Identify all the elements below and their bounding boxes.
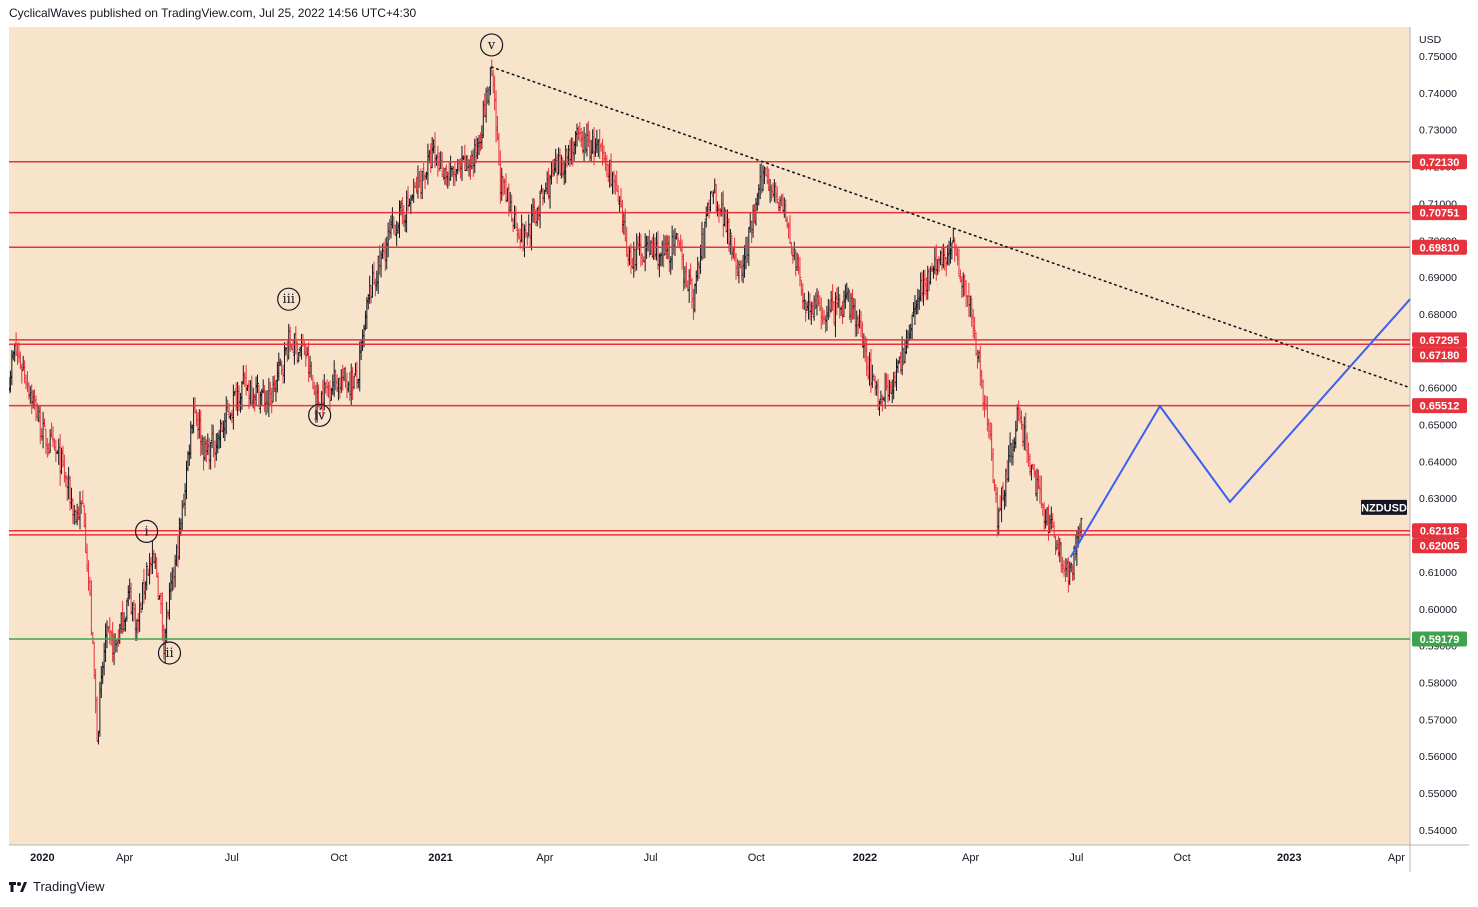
price-level-tag-text: 0.72130 — [1420, 157, 1460, 169]
price-level-tag-text: 0.62118 — [1420, 526, 1459, 538]
currency-label: USD — [1419, 34, 1442, 46]
price-tick-label: 0.66000 — [1419, 383, 1457, 395]
price-level-tag-box — [1412, 332, 1467, 348]
time-tick-label: Oct — [330, 852, 347, 864]
price-level-tag-text: 0.59179 — [1420, 634, 1460, 646]
price-tick-label: 0.57000 — [1419, 714, 1457, 726]
price-tick-label: 0.58000 — [1419, 678, 1457, 690]
price-tick-label: 0.73000 — [1419, 125, 1457, 137]
symbol-tag-text: NZDUSD — [1361, 502, 1407, 514]
time-axis-ticks: 2020 Apr Jul Oct 2021 Apr Jul Oct 2022 Apr Jul Oct 2… — [30, 852, 1405, 864]
price-level-tags: 0.72130 0.70751 0.69810 0.67295 0.67180 0.655… — [1412, 154, 1467, 647]
price-tick-label: 0.64000 — [1419, 456, 1457, 468]
price-level-tag-box — [1412, 538, 1467, 554]
price-tick-label: 0.60000 — [1419, 604, 1457, 616]
candlestick-series — [9, 59, 1083, 745]
time-tick-label: Jul — [225, 852, 239, 864]
horizontal-levels — [9, 161, 1410, 640]
footer: TradingView — [9, 879, 105, 894]
symbol-price-tag: NZDUSD — [1361, 499, 1407, 515]
wave-label-circle — [134, 519, 159, 543]
symbol-tag-box — [1361, 499, 1407, 515]
price-level-tag-box — [1412, 347, 1467, 363]
projection-layer — [1069, 298, 1411, 558]
price-tick-label: 0.55000 — [1419, 788, 1457, 800]
tradingview-logo-icon[interactable] — [9, 880, 27, 894]
price-tick-label: 0.63000 — [1419, 493, 1457, 505]
time-tick-label: Jul — [1069, 852, 1083, 864]
time-tick-label: 2021 — [428, 852, 452, 864]
price-level-tag-text: 0.69810 — [1420, 242, 1460, 254]
time-tick-label: Apr — [962, 852, 979, 864]
publish-header: CyclicalWaves published on TradingView.c… — [9, 6, 417, 20]
price-tick-label: 0.68000 — [1419, 309, 1457, 321]
wave-label-circle — [480, 33, 504, 57]
wave-label-text: ii — [165, 646, 173, 661]
price-level-tag-box — [1412, 239, 1467, 255]
wave-label-circle — [277, 287, 301, 311]
time-tick-label: Oct — [748, 852, 765, 864]
price-level-tag-box — [1412, 205, 1467, 221]
price-level-tag-box — [1412, 523, 1467, 539]
time-tick-label: Apr — [116, 852, 133, 864]
price-level-tag-text: 0.62005 — [1420, 541, 1460, 553]
price-tick-label: 0.75000 — [1419, 51, 1457, 63]
price-level-tag-box — [1412, 631, 1467, 647]
time-tick-label: Apr — [536, 852, 553, 864]
price-level-tag-text: 0.65512 — [1420, 401, 1460, 413]
price-tick-label: 0.74000 — [1419, 88, 1457, 100]
wave-label-text: i — [144, 524, 148, 539]
price-level-tag-text: 0.67295 — [1420, 335, 1460, 347]
time-tick-label: Jul — [644, 852, 658, 864]
price-level-tag-box — [1412, 154, 1467, 170]
wave-label-circle — [308, 403, 332, 427]
projection-path — [1069, 298, 1411, 558]
trendline-layer — [490, 66, 1411, 389]
wave-label-text: iii — [282, 292, 294, 307]
plot-background — [9, 27, 1410, 845]
price-tick-label: 0.56000 — [1419, 751, 1457, 763]
time-tick-label: 2020 — [30, 852, 54, 864]
time-axis-background[interactable] — [9, 845, 1469, 872]
time-tick-label: Oct — [1174, 852, 1191, 864]
price-tick-label: 0.69000 — [1419, 272, 1457, 284]
time-tick-label: 2023 — [1277, 852, 1301, 864]
price-level-tag-text: 0.67180 — [1420, 350, 1460, 362]
time-tick-label: Apr — [1388, 852, 1405, 864]
wave-label-text: v — [487, 38, 496, 53]
footer-brand: TradingView — [33, 879, 105, 894]
price-tick-label: 0.65000 — [1419, 420, 1457, 432]
dotted-trendline — [490, 66, 1411, 389]
wave-label-text: iv — [314, 408, 326, 423]
price-tick-label: 0.54000 — [1419, 825, 1457, 837]
price-level-tag-box — [1412, 398, 1467, 414]
wave-label-circle — [157, 641, 182, 665]
time-tick-label: 2022 — [853, 852, 877, 864]
price-tick-label: 0.61000 — [1419, 567, 1457, 579]
price-level-tag-text: 0.70751 — [1420, 208, 1460, 220]
